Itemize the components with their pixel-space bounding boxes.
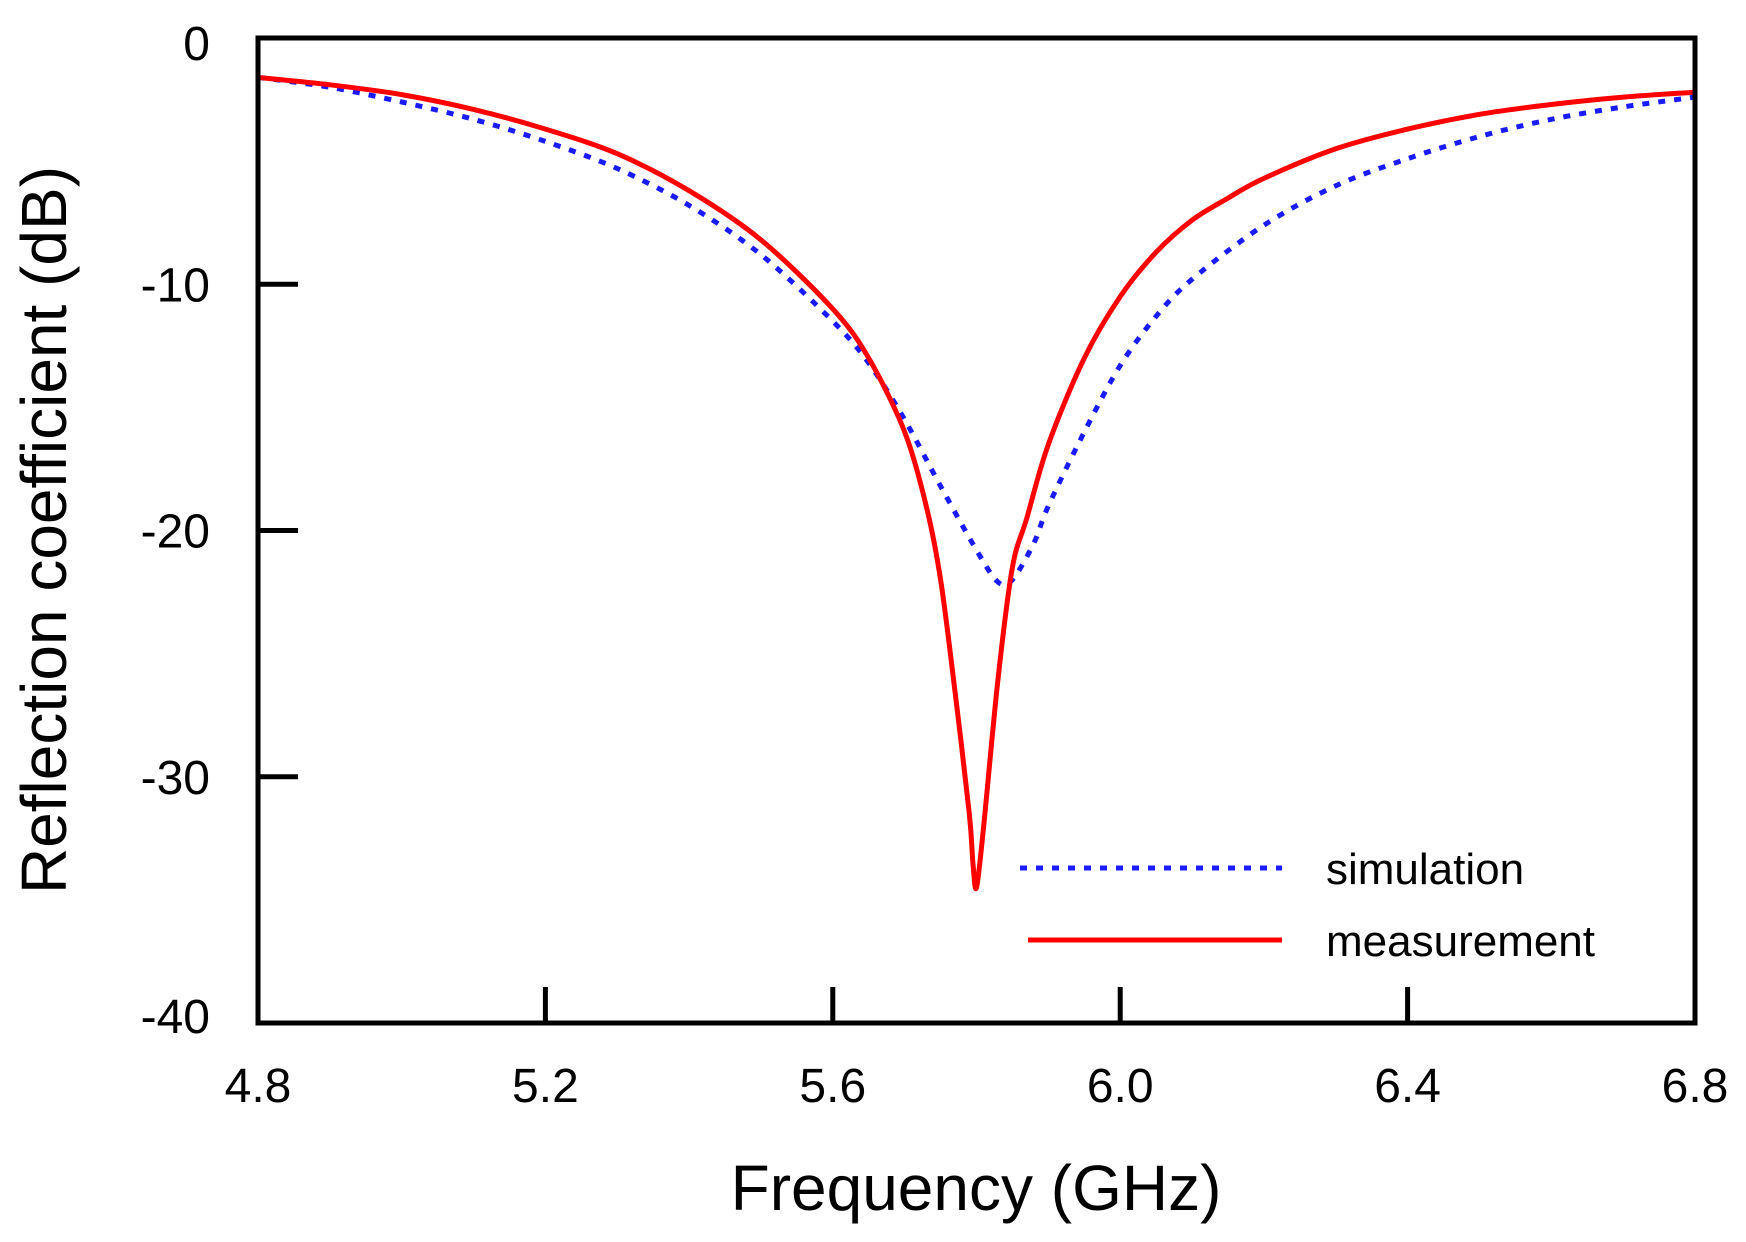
y-tick-label: -40	[141, 991, 210, 1044]
series-line-measurement	[257, 74, 1696, 892]
x-ticks: 4.8 5.2 5.6 6.0 6.4 6.8	[225, 987, 1729, 1113]
legend-label-simulation: simulation	[1326, 845, 1524, 894]
x-tick-label: 5.6	[799, 1060, 866, 1113]
x-tick-label: 6.4	[1374, 1060, 1441, 1113]
y-axis-label: Reflection coefficient (dB)	[8, 166, 80, 894]
legend-label-measurement: measurement	[1326, 917, 1595, 966]
series-line-simulation	[257, 74, 1696, 588]
legend: simulation measurement	[1020, 845, 1595, 966]
y-tick-label: 0	[183, 18, 210, 71]
y-tick-label: -20	[141, 506, 210, 559]
series-layer	[257, 74, 1696, 892]
x-tick-label: 5.2	[512, 1060, 579, 1113]
x-axis-label: Frequency (GHz)	[731, 1152, 1222, 1224]
y-ticks: 0 -10 -20 -30 -40	[141, 18, 298, 1044]
y-tick-label: -30	[141, 752, 210, 805]
x-tick-label: 4.8	[225, 1060, 292, 1113]
x-tick-label: 6.8	[1662, 1060, 1729, 1113]
x-tick-label: 6.0	[1087, 1060, 1154, 1113]
y-tick-label: -10	[141, 259, 210, 312]
